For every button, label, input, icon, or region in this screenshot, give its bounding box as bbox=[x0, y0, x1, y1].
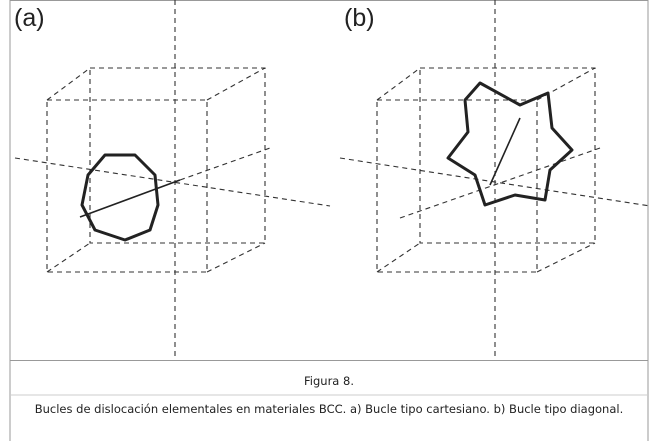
panel-label: (b) bbox=[344, 4, 375, 32]
figure-frame bbox=[9, 0, 649, 361]
diagram-b bbox=[339, 0, 651, 360]
diagram-a bbox=[14, 0, 331, 360]
figure-caption: Bucles de dislocación elementales en mat… bbox=[34, 402, 624, 416]
figure-label: Figura 8. bbox=[304, 374, 354, 388]
panel-label: (a) bbox=[14, 4, 45, 32]
